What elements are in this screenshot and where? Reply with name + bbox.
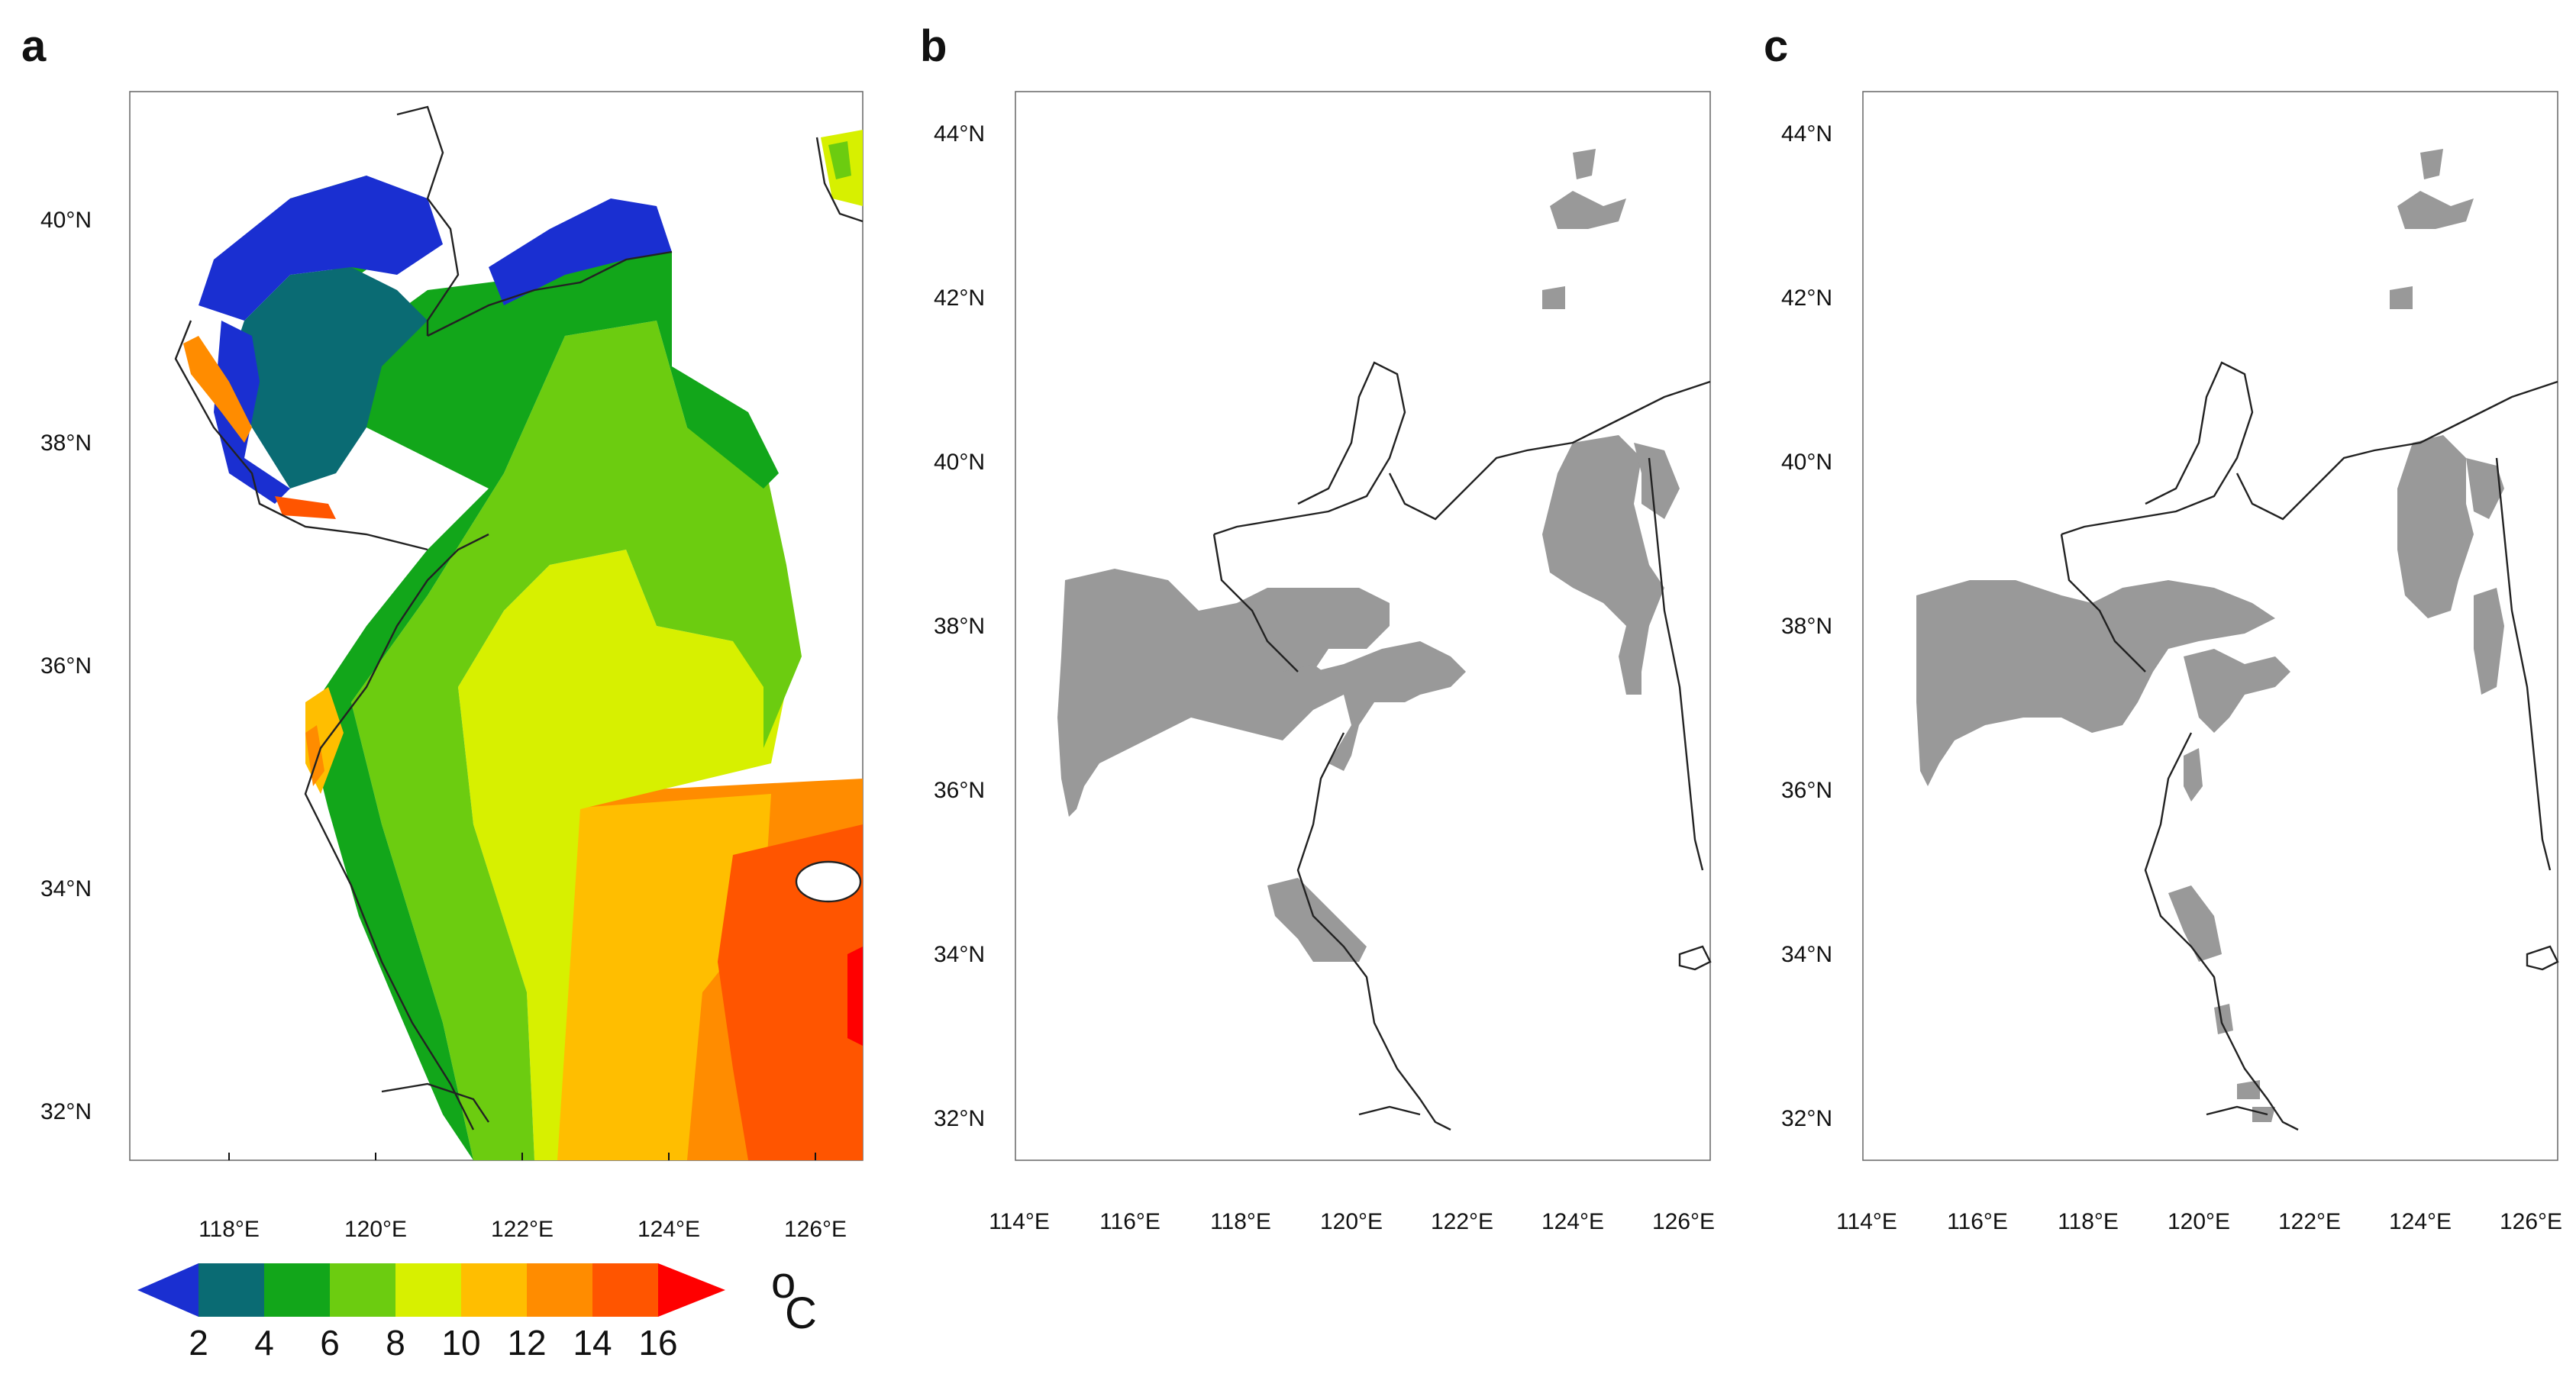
colorbar-bin-2-4 (199, 1263, 264, 1317)
colorbar-tick-2: 2 (189, 1323, 208, 1363)
x-tick-c-1: 114°E (1836, 1209, 1897, 1234)
x-tick-b-2: 116°E (1099, 1209, 1160, 1234)
x-tick-c-5: 122°E (2278, 1209, 2341, 1234)
y-tick-c-6: 34°N (1781, 942, 1832, 967)
x-tick-c-2: 116°E (1947, 1209, 2008, 1234)
y-axis-a: 40°N 38°N 36°N 34°N 32°N (40, 208, 92, 1124)
x-tick-a-5: 126°E (784, 1217, 847, 1242)
x-tick-c-4: 120°E (2168, 1209, 2230, 1234)
panel-label-c: c (1764, 21, 1788, 71)
colorbar-tick-6: 6 (320, 1323, 340, 1363)
y-tick-a-4: 34°N (40, 876, 92, 901)
y-tick-c-3: 40°N (1781, 450, 1832, 475)
y-tick-b-4: 38°N (934, 614, 985, 639)
y-axis-b: 44°N 42°N 40°N 38°N 36°N 34°N 32°N (934, 121, 985, 1131)
x-tick-a-3: 122°E (491, 1217, 554, 1242)
coastline-b (1212, 361, 1712, 1131)
y-tick-c-1: 44°N (1781, 121, 1832, 147)
panel-label-b: b (920, 21, 947, 71)
panel-a: a (21, 21, 864, 1363)
panel-b-frame (1015, 91, 1711, 1161)
colorbar-bin-8-10 (395, 1263, 461, 1317)
mask-regions-b (1057, 149, 1680, 962)
x-tick-c-7: 126°E (2500, 1209, 2562, 1234)
colorbar-bin-12-14 (527, 1263, 592, 1317)
y-tick-b-5: 36°N (934, 778, 985, 803)
y-tick-b-6: 34°N (934, 942, 985, 967)
colorbar-bin-10-12 (461, 1263, 527, 1317)
panel-c: c 114°E 116°E (1764, 21, 2562, 1234)
panel-c-frame (1862, 91, 2558, 1161)
colorbar: 2 4 6 8 10 12 14 16 o C (137, 1258, 817, 1363)
x-tick-a-4: 124°E (638, 1217, 700, 1242)
colorbar-unit-degree: o (771, 1258, 796, 1308)
y-tick-c-2: 42°N (1781, 285, 1832, 311)
panel-b: b 114°E 116°E 118°E 120°E 122°E (920, 21, 1715, 1234)
colorbar-tick-12: 12 (507, 1323, 546, 1363)
x-tick-c-6: 124°E (2389, 1209, 2452, 1234)
sst-field (183, 130, 863, 1160)
colorbar-bin-4-6 (264, 1263, 330, 1317)
y-tick-c-5: 36°N (1781, 778, 1832, 803)
coastline-c (2060, 361, 2559, 1131)
y-tick-b-1: 44°N (934, 121, 985, 147)
colorbar-tick-14: 14 (573, 1323, 612, 1363)
x-tick-c-3: 118°E (2058, 1209, 2119, 1234)
x-tick-b-7: 126°E (1652, 1209, 1715, 1234)
y-tick-b-2: 42°N (934, 285, 985, 311)
colorbar-unit: C (785, 1289, 817, 1338)
y-tick-b-3: 40°N (934, 450, 985, 475)
colorbar-bin-14-16 (592, 1263, 658, 1317)
x-axis-b: 114°E 116°E 118°E 120°E 122°E 124°E 126°… (989, 1209, 1715, 1234)
x-axis-a: 118°E 120°E 122°E 124°E 126°E (199, 1153, 847, 1242)
y-tick-b-7: 32°N (934, 1106, 985, 1131)
y-tick-a-5: 32°N (40, 1099, 92, 1124)
island-jeju (795, 860, 862, 903)
panel-label-a: a (21, 21, 47, 71)
coastline-a (174, 105, 864, 1130)
colorbar-bin-6-8 (330, 1263, 395, 1317)
y-tick-a-2: 38°N (40, 431, 92, 456)
y-axis-c: 44°N 42°N 40°N 38°N 36°N 34°N 32°N (1781, 121, 1832, 1131)
colorbar-bin-above-16 (658, 1263, 725, 1317)
y-tick-a-3: 36°N (40, 653, 92, 679)
mask-regions-c (1916, 149, 2504, 1122)
y-tick-c-4: 38°N (1781, 614, 1832, 639)
x-tick-b-6: 124°E (1541, 1209, 1604, 1234)
x-tick-a-1: 118°E (199, 1217, 260, 1242)
colorbar-tick-10: 10 (441, 1323, 480, 1363)
y-tick-c-7: 32°N (1781, 1106, 1832, 1131)
x-tick-b-4: 120°E (1320, 1209, 1383, 1234)
x-tick-a-2: 120°E (344, 1217, 407, 1242)
colorbar-bin-below-2 (137, 1263, 199, 1317)
x-tick-b-5: 122°E (1431, 1209, 1493, 1234)
y-tick-a-1: 40°N (40, 208, 92, 233)
colorbar-tick-8: 8 (386, 1323, 405, 1363)
colorbar-tick-16: 16 (638, 1323, 677, 1363)
colorbar-tick-4: 4 (254, 1323, 274, 1363)
x-tick-b-3: 118°E (1210, 1209, 1271, 1234)
x-axis-c: 114°E 116°E 118°E 120°E 122°E 124°E 126°… (1836, 1209, 2562, 1234)
x-tick-b-1: 114°E (989, 1209, 1050, 1234)
